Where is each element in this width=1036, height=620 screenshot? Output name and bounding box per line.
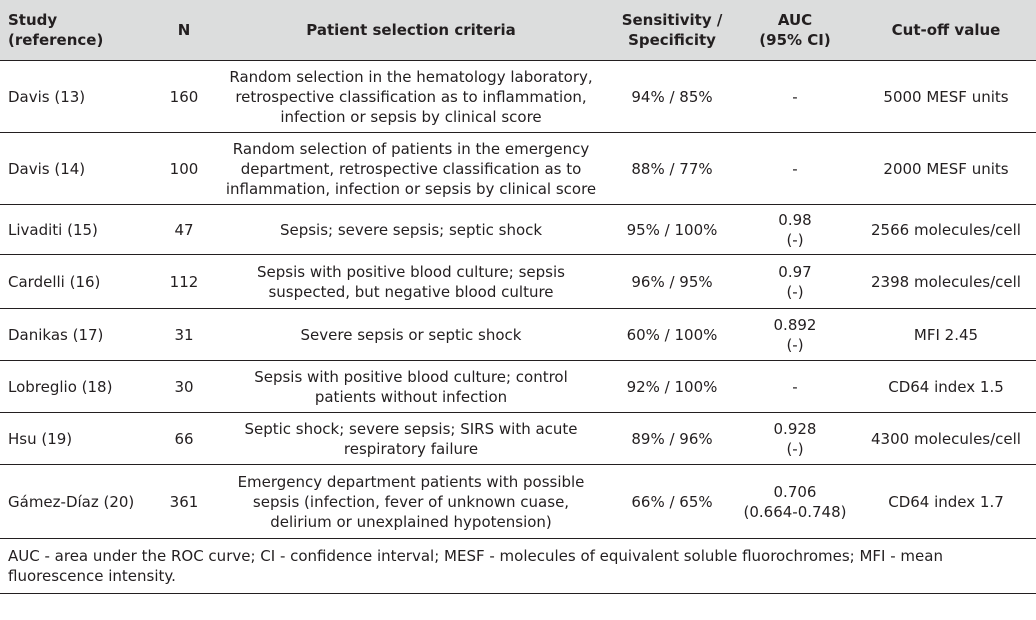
cell-criteria: Sepsis with positive blood culture; cont… <box>212 360 610 413</box>
table-row: Gámez-Díaz (20) 361 Emergency department… <box>0 464 1036 539</box>
cell-cutoff: 2000 MESF units <box>856 132 1036 205</box>
cell-criteria: Sepsis; severe sepsis; septic shock <box>212 204 610 255</box>
cell-sensitivity-specificity: 88% / 77% <box>610 132 734 205</box>
cell-n: 31 <box>156 308 212 361</box>
header-n: N <box>156 0 212 61</box>
cell-n: 112 <box>156 254 212 309</box>
cell-cutoff: 2566 molecules/cell <box>856 204 1036 255</box>
cell-n: 361 <box>156 464 212 539</box>
cell-study: Hsu (19) <box>0 412 156 465</box>
cell-auc: 0.706 (0.664-0.748) <box>734 464 856 539</box>
table-footnote: AUC - area under the ROC curve; CI - con… <box>0 538 1036 594</box>
cell-auc: 0.98 (-) <box>734 204 856 255</box>
cell-sensitivity-specificity: 95% / 100% <box>610 204 734 255</box>
table-row: Cardelli (16) 112 Sepsis with positive b… <box>0 254 1036 309</box>
table-row: Hsu (19) 66 Septic shock; severe sepsis;… <box>0 412 1036 465</box>
header-criteria: Patient selection criteria <box>212 0 610 61</box>
cell-study: Lobreglio (18) <box>0 360 156 413</box>
cell-study: Gámez-Díaz (20) <box>0 464 156 539</box>
cell-sensitivity-specificity: 96% / 95% <box>610 254 734 309</box>
cell-sensitivity-specificity: 94% / 85% <box>610 60 734 133</box>
cell-criteria: Severe sepsis or septic shock <box>212 308 610 361</box>
cell-cutoff: 2398 molecules/cell <box>856 254 1036 309</box>
cell-study: Livaditi (15) <box>0 204 156 255</box>
cell-study: Danikas (17) <box>0 308 156 361</box>
cell-auc: 0.892 (-) <box>734 308 856 361</box>
cell-n: 30 <box>156 360 212 413</box>
table-header-row: Study (reference) N Patient selection cr… <box>0 0 1036 61</box>
table-row: Livaditi (15) 47 Sepsis; severe sepsis; … <box>0 204 1036 255</box>
header-auc: AUC (95% CI) <box>734 0 856 61</box>
footnote-row: AUC - area under the ROC curve; CI - con… <box>0 538 1036 594</box>
cell-study: Cardelli (16) <box>0 254 156 309</box>
header-cutoff: Cut-off value <box>856 0 1036 61</box>
cell-sensitivity-specificity: 66% / 65% <box>610 464 734 539</box>
cell-cutoff: 5000 MESF units <box>856 60 1036 133</box>
cell-criteria: Septic shock; severe sepsis; SIRS with a… <box>212 412 610 465</box>
cell-cutoff: CD64 index 1.7 <box>856 464 1036 539</box>
cell-n: 160 <box>156 60 212 133</box>
cell-study: Davis (13) <box>0 60 156 133</box>
cell-n: 100 <box>156 132 212 205</box>
cell-auc: 0.928 (-) <box>734 412 856 465</box>
cell-cutoff: 4300 molecules/cell <box>856 412 1036 465</box>
cell-sensitivity-specificity: 60% / 100% <box>610 308 734 361</box>
cell-criteria: Sepsis with positive blood culture; seps… <box>212 254 610 309</box>
cell-criteria: Random selection in the hematology labor… <box>212 60 610 133</box>
header-study: Study (reference) <box>0 0 156 61</box>
cell-study: Davis (14) <box>0 132 156 205</box>
cell-sensitivity-specificity: 92% / 100% <box>610 360 734 413</box>
cell-criteria: Random selection of patients in the emer… <box>212 132 610 205</box>
cell-n: 47 <box>156 204 212 255</box>
table-row: Davis (14) 100 Random selection of patie… <box>0 132 1036 205</box>
cell-auc: 0.97 (-) <box>734 254 856 309</box>
cell-criteria: Emergency department patients with possi… <box>212 464 610 539</box>
cell-sensitivity-specificity: 89% / 96% <box>610 412 734 465</box>
cell-auc: - <box>734 60 856 133</box>
cell-auc: - <box>734 360 856 413</box>
table-row: Davis (13) 160 Random selection in the h… <box>0 60 1036 133</box>
table-row: Danikas (17) 31 Severe sepsis or septic … <box>0 308 1036 361</box>
cell-cutoff: MFI 2.45 <box>856 308 1036 361</box>
cell-auc: - <box>734 132 856 205</box>
table-row: Lobreglio (18) 30 Sepsis with positive b… <box>0 360 1036 413</box>
cell-cutoff: CD64 index 1.5 <box>856 360 1036 413</box>
studies-table: Study (reference) N Patient selection cr… <box>0 0 1036 594</box>
header-sensitivity-specificity: Sensitivity / Specificity <box>610 0 734 61</box>
cell-n: 66 <box>156 412 212 465</box>
